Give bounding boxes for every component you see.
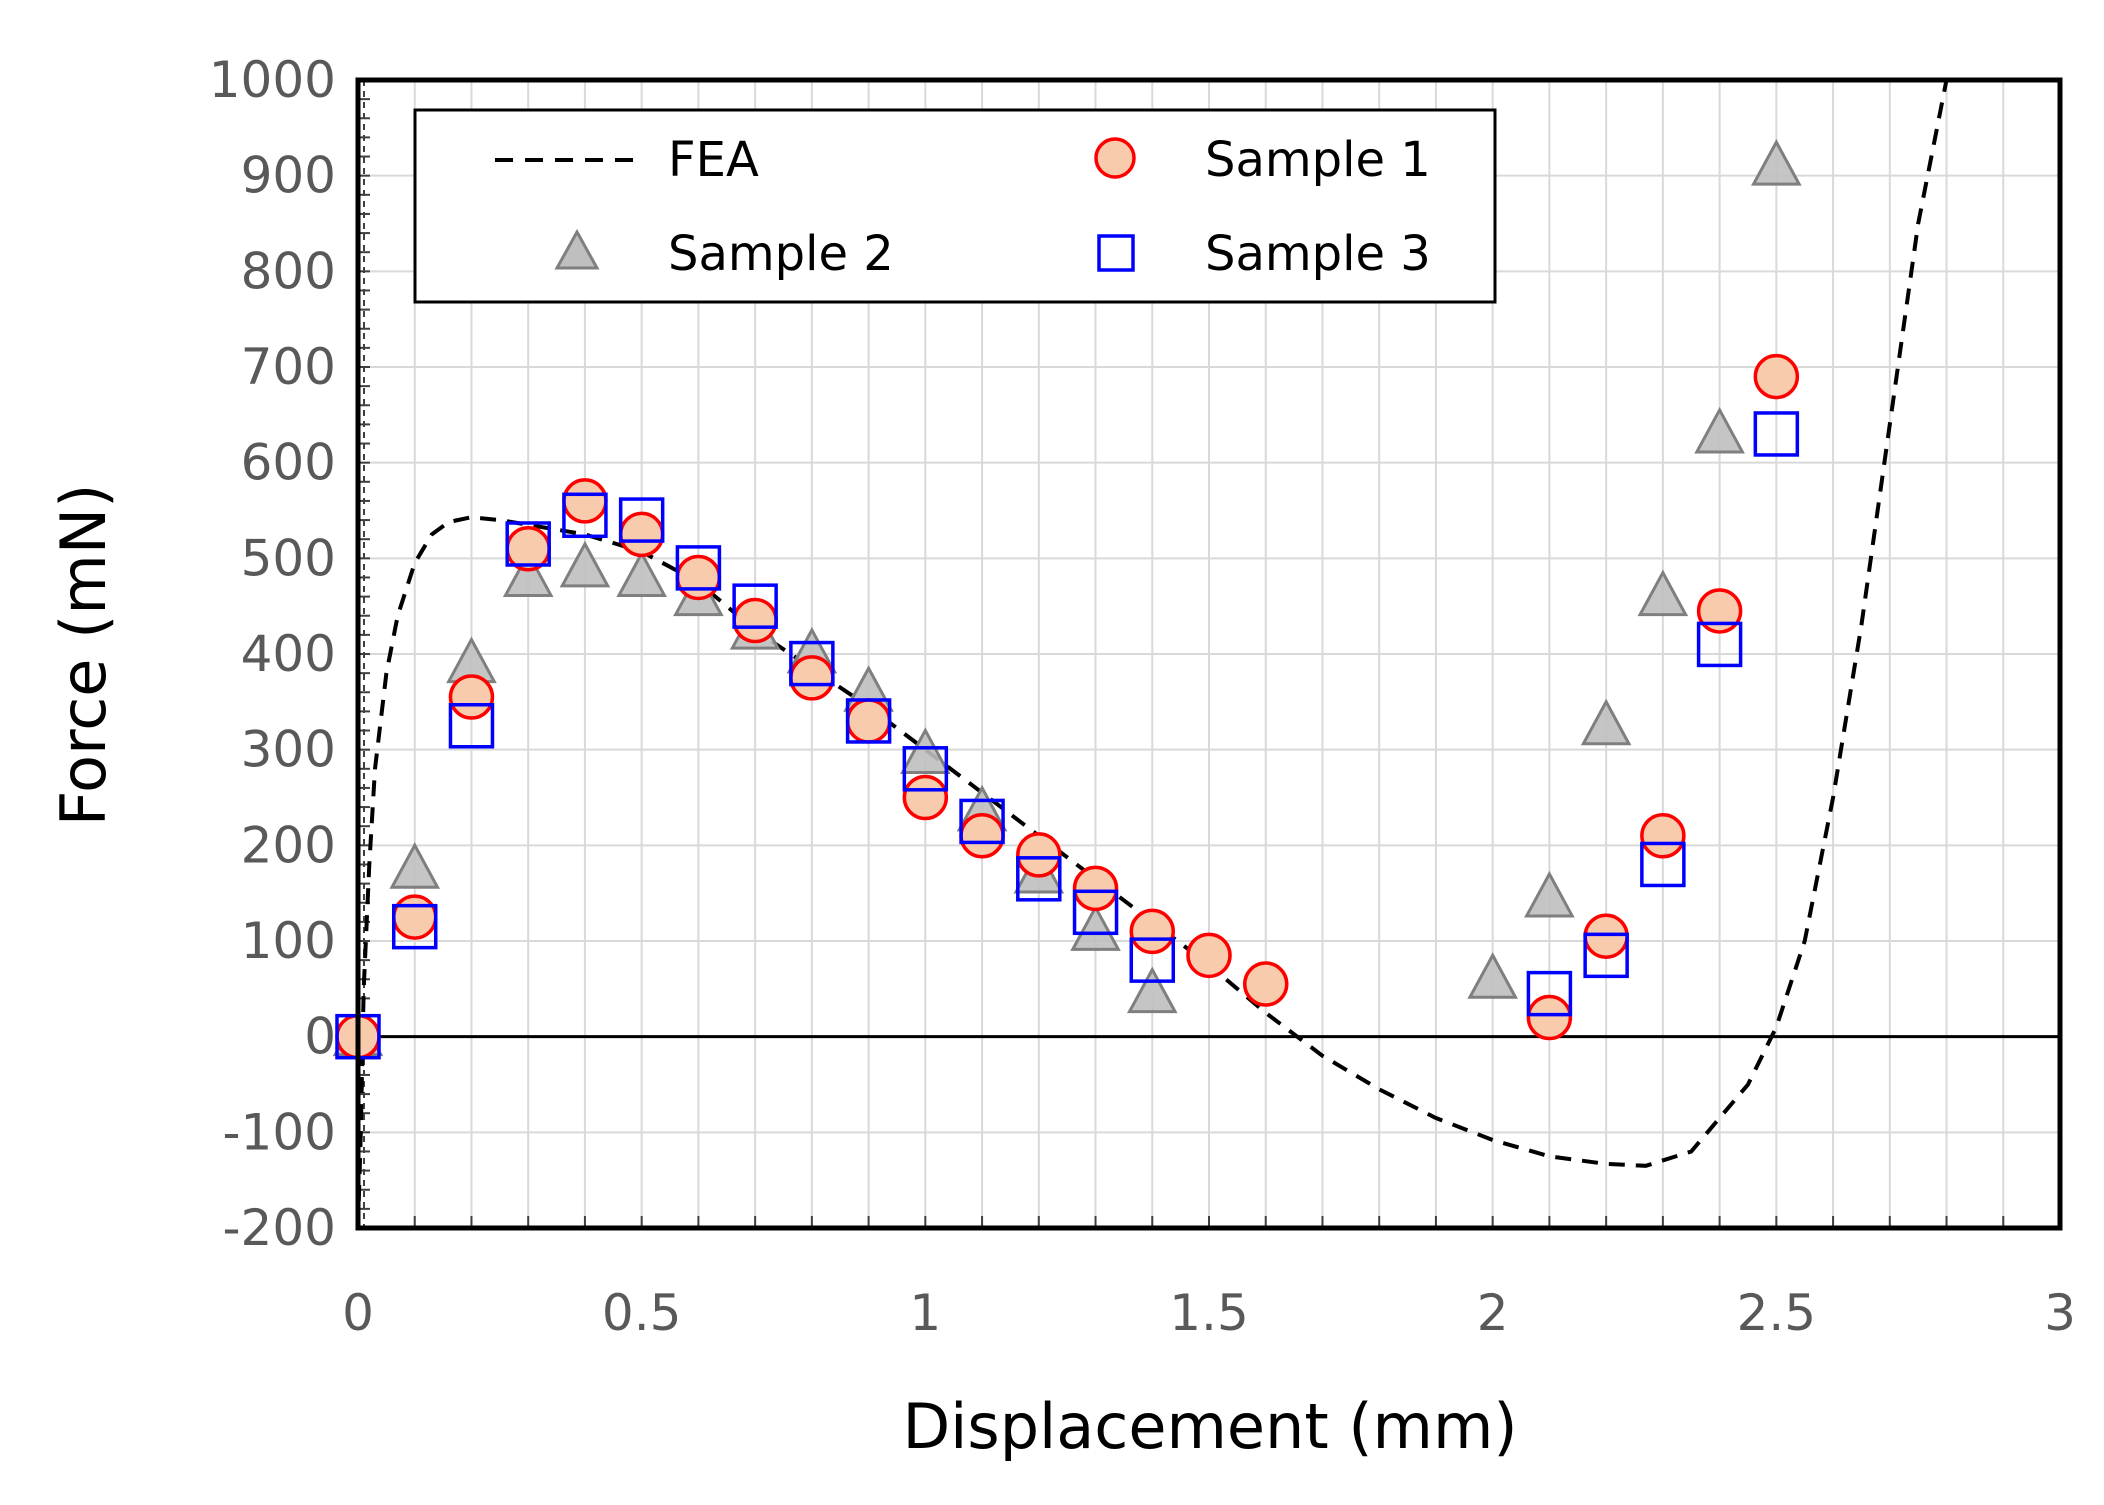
sample3-point xyxy=(1016,856,1062,902)
sample3-point xyxy=(959,798,1005,845)
sample3-point xyxy=(448,703,495,749)
sample1-point xyxy=(732,597,778,644)
y-tick-label: 0 xyxy=(304,1008,336,1066)
sample1-point xyxy=(1186,932,1232,979)
sample3-point xyxy=(618,497,665,543)
sample3-point xyxy=(1072,889,1119,936)
sample1-point xyxy=(1072,865,1119,912)
sample1-point xyxy=(562,478,608,524)
y-tick-label: -200 xyxy=(223,1199,336,1257)
sample1-point xyxy=(1583,913,1629,959)
sample3-point xyxy=(789,640,835,687)
sample2-point xyxy=(1467,952,1518,999)
plot-frame xyxy=(355,77,2063,1231)
sample1-point xyxy=(391,894,438,940)
sample2-point xyxy=(1070,904,1121,951)
legend-label-sample3: Sample 3 xyxy=(1205,226,1431,282)
sample3-point xyxy=(1753,411,1800,457)
sample1-point xyxy=(789,655,835,701)
sample1-point xyxy=(845,698,892,744)
x-tick-label: 1 xyxy=(909,1284,941,1342)
sample3-point xyxy=(391,903,438,950)
sample2-point xyxy=(1751,138,1802,186)
y-tick-label: 900 xyxy=(241,147,336,205)
sample2-point xyxy=(1694,406,1745,454)
sample1-point xyxy=(448,674,495,720)
sample2-point xyxy=(1580,698,1632,746)
sample2-point xyxy=(1637,569,1689,617)
fea-series xyxy=(356,79,1949,1229)
y-tick-label: 200 xyxy=(241,816,336,874)
legend-sample2-marker xyxy=(554,228,600,270)
legend-sample1-marker xyxy=(1094,137,1136,179)
sample3-point xyxy=(1640,841,1686,888)
sample1-point xyxy=(1526,994,1573,1041)
sample2-point xyxy=(1524,870,1575,918)
legend-label-sample2: Sample 2 xyxy=(668,226,894,282)
sample3-point xyxy=(902,746,949,792)
sample3-point xyxy=(1583,932,1629,979)
y-axis-title: Force (mN) xyxy=(47,484,120,827)
x-tick-label: 2 xyxy=(1477,1284,1509,1342)
sample1-point xyxy=(1696,588,1743,634)
legend-label-sample1: Sample 1 xyxy=(1205,132,1431,188)
sample3-point xyxy=(1696,621,1743,668)
y-tick-label: 800 xyxy=(241,242,336,300)
x-tick-label: 1.5 xyxy=(1169,1284,1249,1342)
y-tick-label: 500 xyxy=(241,529,336,587)
y-tick-label: 1000 xyxy=(209,51,336,109)
data-points xyxy=(332,138,1802,1060)
plot-border xyxy=(355,77,2063,1231)
sample1-point xyxy=(1129,908,1176,955)
x-axis-title: Displacement (mm) xyxy=(902,1390,1517,1463)
x-tick-label: 3 xyxy=(2044,1284,2076,1342)
sample2-point xyxy=(389,842,441,889)
legend-sample3-marker xyxy=(1097,234,1135,272)
sample1-point xyxy=(1242,961,1289,1007)
fea-line xyxy=(356,79,1949,1229)
y-tick-label: 700 xyxy=(241,338,336,396)
legend: FEA Sample 1 Sample 2 Sample 3 xyxy=(413,108,1497,304)
y-tick-label: 300 xyxy=(241,721,336,779)
x-tick-label: 2.5 xyxy=(1737,1284,1817,1342)
y-tick-label: 100 xyxy=(241,912,336,970)
y-tick-label: -100 xyxy=(223,1103,336,1161)
sample2-point xyxy=(1126,966,1178,1014)
sample3-point xyxy=(732,583,778,629)
sample1-point xyxy=(1640,813,1686,859)
sample1-point xyxy=(618,511,665,558)
sample2-point xyxy=(616,550,667,597)
sample2-point xyxy=(559,540,611,588)
legend-label-fea: FEA xyxy=(668,132,759,188)
y-tick-label: 400 xyxy=(241,625,336,683)
sample3-point xyxy=(505,521,551,567)
sample1-point xyxy=(1753,353,1800,400)
sample3-point xyxy=(675,545,722,591)
legend-box xyxy=(413,108,1497,304)
sample2-point xyxy=(502,550,554,597)
x-tick-label: 0.5 xyxy=(602,1284,682,1342)
sample1-point xyxy=(902,774,949,821)
sample3-point xyxy=(1129,937,1176,983)
sample2-point xyxy=(900,727,951,774)
y-tick-label: 600 xyxy=(241,434,336,492)
sample3-point xyxy=(1526,970,1573,1017)
sample3-point xyxy=(845,698,892,744)
sample1-point xyxy=(1016,832,1062,878)
sample1-point xyxy=(675,554,722,601)
x-tick-label: 0 xyxy=(342,1284,374,1342)
sample1-point xyxy=(959,813,1005,859)
sample3-point xyxy=(562,492,608,539)
tick-labels: -200 -100 0 100 200 300 400 500 600 700 800 900 1000… xyxy=(209,51,2076,1342)
